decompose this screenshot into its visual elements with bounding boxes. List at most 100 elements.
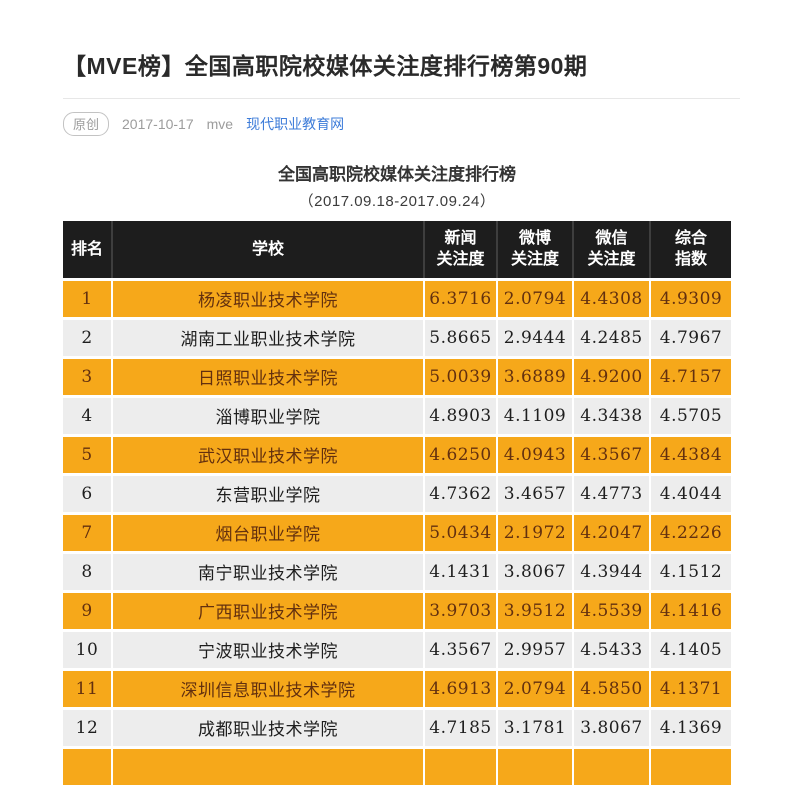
news-attention-cell: 5.8665 <box>423 316 496 356</box>
school-cell: 湖南工业职业技术学院 <box>111 316 423 356</box>
source-site-link[interactable]: 现代职业教育网 <box>246 115 345 132</box>
composite-index-cell: 4.9309 <box>649 277 731 317</box>
original-badge: 原创 <box>63 111 110 136</box>
column-header-rank: 排名 <box>63 220 111 278</box>
rank-cell: 5 <box>63 433 111 473</box>
rank-cell: 10 <box>63 628 111 668</box>
rank-cell: 11 <box>63 667 111 707</box>
news-attention-cell: 5.0434 <box>423 511 496 551</box>
school-cell: 日照职业技术学院 <box>111 355 423 395</box>
weibo-attention-cell: 3.1781 <box>496 706 572 746</box>
news-attention-cell: 4.8903 <box>423 394 496 434</box>
rank-cell: 4 <box>63 394 111 434</box>
school-cell: 武汉职业技术学院 <box>111 433 423 473</box>
title-divider <box>63 97 740 99</box>
table-row: 11 深圳信息职业技术学院 4.6913 2.0794 4.5850 4.1371 <box>63 667 731 707</box>
composite-index-cell: 4.1371 <box>649 667 731 707</box>
school-cell: 烟台职业学院 <box>111 511 423 551</box>
author-name: mve <box>206 115 234 132</box>
column-header-composite-index: 综合 指数 <box>649 220 731 278</box>
ranking-table-body: 1 杨凌职业技术学院 6.3716 2.0794 4.4308 4.9309 2 湖南工业职业… <box>63 277 731 785</box>
table-row: 9 广西职业技术学院 3.9703 3.9512 4.5539 4.1416 <box>63 589 731 629</box>
ranking-table-header: 排名 学校 新闻 关注度 微博 关注度 微信 关注度 综合 指数 <box>63 220 731 278</box>
school-cell: 杨凌职业技术学院 <box>111 277 423 317</box>
weibo-attention-cell: 3.6889 <box>496 355 572 395</box>
composite-index-cell: 4.1405 <box>649 628 731 668</box>
news-attention-cell: 4.7362 <box>423 472 496 512</box>
composite-index-cell: 4.1416 <box>649 589 731 629</box>
table-row: 1 杨凌职业技术学院 6.3716 2.0794 4.4308 4.9309 <box>63 277 731 317</box>
composite-index-cell: 4.1512 <box>649 550 731 590</box>
news-attention-cell: 3.9703 <box>423 589 496 629</box>
wechat-attention-cell: 3.8067 <box>572 706 649 746</box>
wechat-attention-cell: 4.5433 <box>572 628 649 668</box>
empty-cell <box>111 745 423 785</box>
weibo-attention-cell: 2.9444 <box>496 316 572 356</box>
composite-index-cell: 4.4384 <box>649 433 731 473</box>
table-row: 6 东营职业学院 4.7362 3.4657 4.4773 4.4044 <box>63 472 731 512</box>
table-row-partial <box>63 745 731 785</box>
weibo-attention-cell: 3.8067 <box>496 550 572 590</box>
school-cell: 淄博职业学院 <box>111 394 423 434</box>
empty-cell <box>496 745 572 785</box>
wechat-attention-cell: 4.4773 <box>572 472 649 512</box>
weibo-attention-cell: 4.1109 <box>496 394 572 434</box>
table-row: 7 烟台职业学院 5.0434 2.1972 4.2047 4.2226 <box>63 511 731 551</box>
table-row: 8 南宁职业技术学院 4.1431 3.8067 4.3944 4.1512 <box>63 550 731 590</box>
news-attention-cell: 4.3567 <box>423 628 496 668</box>
wechat-attention-cell: 4.3438 <box>572 394 649 434</box>
weibo-attention-cell: 4.0943 <box>496 433 572 473</box>
news-attention-cell: 6.3716 <box>423 277 496 317</box>
weibo-attention-cell: 2.9957 <box>496 628 572 668</box>
table-row: 2 湖南工业职业技术学院 5.8665 2.9444 4.2485 4.7967 <box>63 316 731 356</box>
wechat-attention-cell: 4.9200 <box>572 355 649 395</box>
rank-cell: 8 <box>63 550 111 590</box>
composite-index-cell: 4.7157 <box>649 355 731 395</box>
ranking-title: 全国高职院校媒体关注度排行榜 <box>278 164 516 184</box>
wechat-attention-cell: 4.4308 <box>572 277 649 317</box>
school-cell: 南宁职业技术学院 <box>111 550 423 590</box>
school-cell: 深圳信息职业技术学院 <box>111 667 423 707</box>
composite-index-cell: 4.1369 <box>649 706 731 746</box>
news-attention-cell: 5.0039 <box>423 355 496 395</box>
wechat-attention-cell: 4.2047 <box>572 511 649 551</box>
table-row: 10 宁波职业技术学院 4.3567 2.9957 4.5433 4.1405 <box>63 628 731 668</box>
wechat-attention-cell: 4.5850 <box>572 667 649 707</box>
rank-cell: 6 <box>63 472 111 512</box>
composite-index-cell: 4.7967 <box>649 316 731 356</box>
empty-cell <box>423 745 496 785</box>
school-cell: 广西职业技术学院 <box>111 589 423 629</box>
empty-cell <box>649 745 731 785</box>
wechat-attention-cell: 4.3944 <box>572 550 649 590</box>
composite-index-cell: 4.2226 <box>649 511 731 551</box>
table-row: 3 日照职业技术学院 5.0039 3.6889 4.9200 4.7157 <box>63 355 731 395</box>
table-row: 12 成都职业技术学院 4.7185 3.1781 3.8067 4.1369 <box>63 706 731 746</box>
wechat-attention-cell: 4.5539 <box>572 589 649 629</box>
table-row: 4 淄博职业学院 4.8903 4.1109 4.3438 4.5705 <box>63 394 731 434</box>
weibo-attention-cell: 3.9512 <box>496 589 572 629</box>
school-cell: 东营职业学院 <box>111 472 423 512</box>
news-attention-cell: 4.7185 <box>423 706 496 746</box>
school-cell: 成都职业技术学院 <box>111 706 423 746</box>
wechat-attention-cell: 4.3567 <box>572 433 649 473</box>
column-header-wechat-attention: 微信 关注度 <box>572 220 649 278</box>
weibo-attention-cell: 2.0794 <box>496 277 572 317</box>
school-cell: 宁波职业技术学院 <box>111 628 423 668</box>
rank-cell: 12 <box>63 706 111 746</box>
wechat-attention-cell: 4.2485 <box>572 316 649 356</box>
page-title: 【MVE榜】全国高职院校媒体关注度排行榜第90期 <box>63 53 588 80</box>
ranking-section: 全国高职院校媒体关注度排行榜 （2017.09.18-2017.09.24） 排… <box>63 160 731 785</box>
rank-cell: 7 <box>63 511 111 551</box>
weibo-attention-cell: 2.1972 <box>496 511 572 551</box>
column-header-news-attention: 新闻 关注度 <box>423 220 496 278</box>
rank-cell: 2 <box>63 316 111 356</box>
news-attention-cell: 4.6913 <box>423 667 496 707</box>
publish-date: 2017-10-17 <box>122 115 194 132</box>
article-meta: 原创 2017-10-17 mve 现代职业教育网 <box>63 111 740 136</box>
rank-cell: 1 <box>63 277 111 317</box>
rank-cell: 3 <box>63 355 111 395</box>
empty-cell <box>572 745 649 785</box>
table-row: 5 武汉职业技术学院 4.6250 4.0943 4.3567 4.4384 <box>63 433 731 473</box>
ranking-period: （2017.09.18-2017.09.24） <box>298 192 496 210</box>
